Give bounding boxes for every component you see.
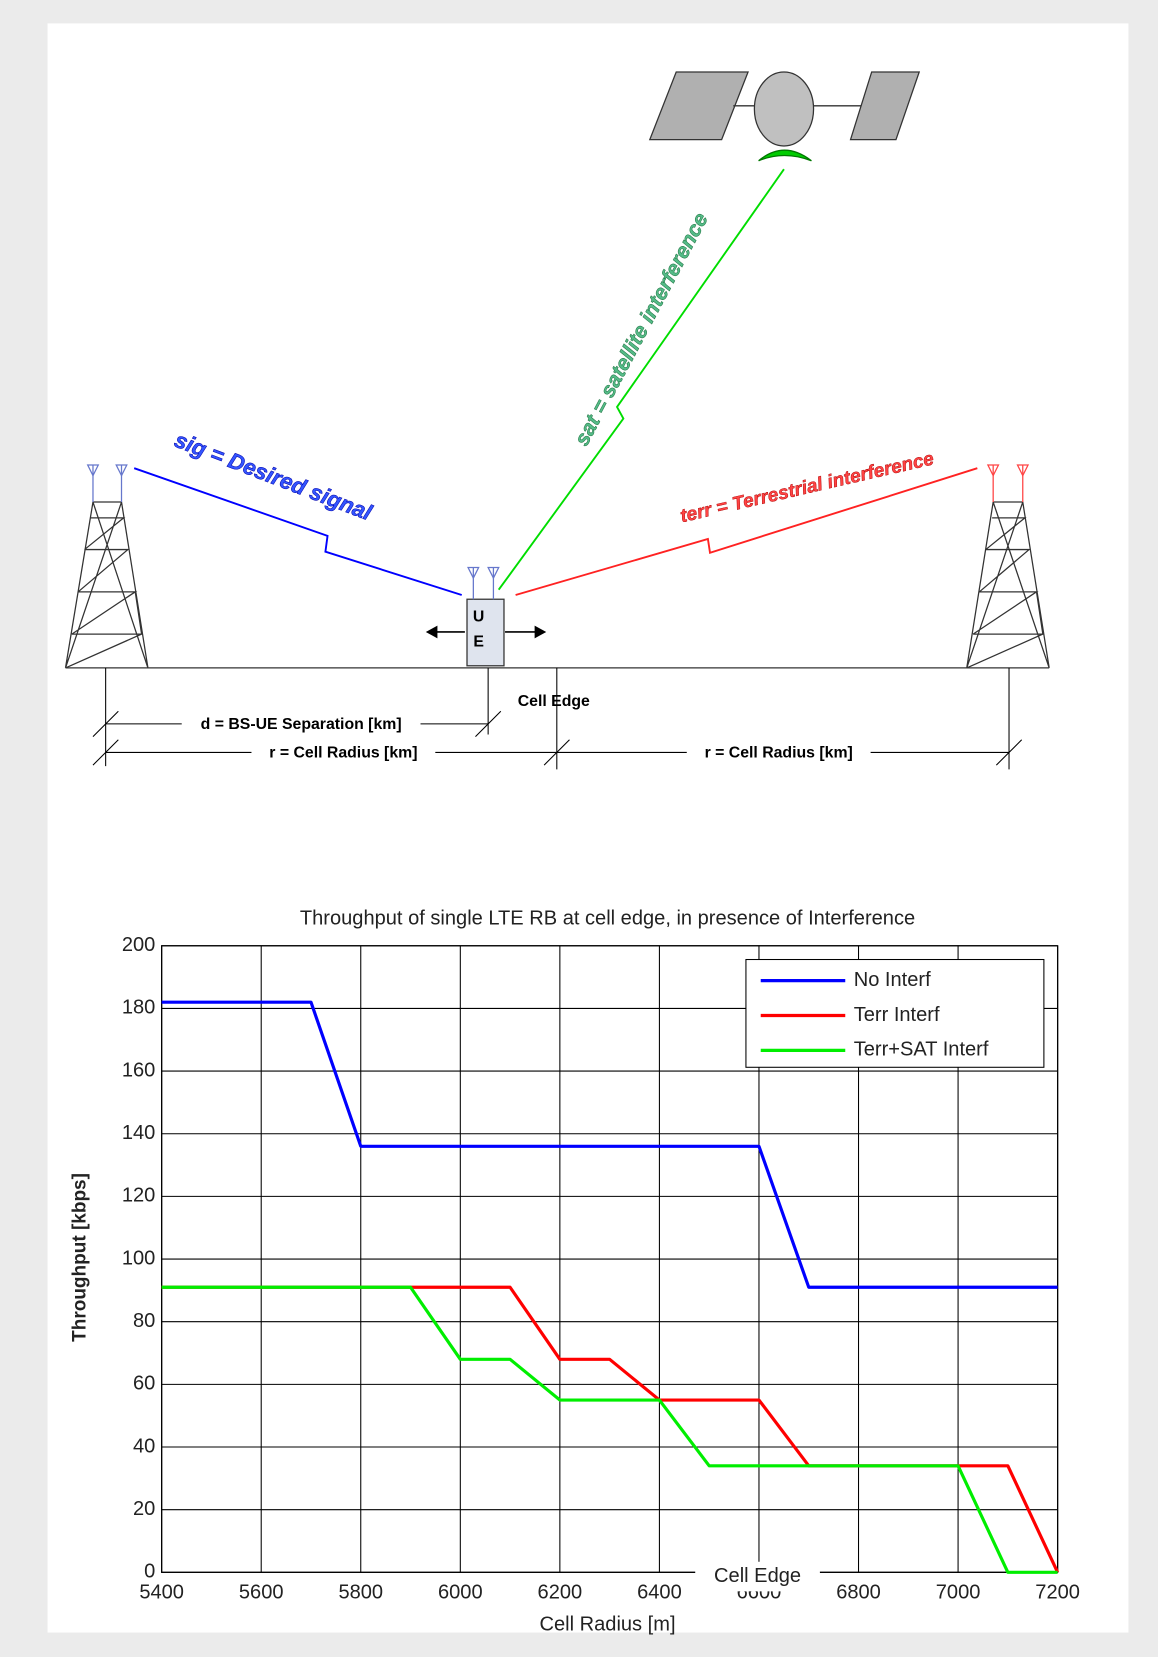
page: d = BS-UE Separation [km] r = Cell Radiu… <box>0 0 1158 1657</box>
legend-label: Terr+SAT Interf <box>854 1039 989 1061</box>
x-tick-label: 7200 <box>1035 1582 1080 1604</box>
y-tick-label: 0 <box>144 1561 155 1583</box>
y-tick-label: 200 <box>122 934 155 956</box>
y-tick-label: 180 <box>122 997 155 1019</box>
x-tick-label: 7000 <box>936 1582 981 1604</box>
y-tick-label: 60 <box>133 1373 155 1395</box>
y-tick-label: 100 <box>122 1247 155 1269</box>
y-tick-label: 80 <box>133 1310 155 1332</box>
r-label: r = Cell Radius [km] <box>705 745 853 762</box>
chart-title: Throughput of single LTE RB at cell edge… <box>300 908 915 930</box>
ue-label: E <box>473 634 484 651</box>
r-label: r = Cell Radius [km] <box>269 745 417 762</box>
x-axis-label: Cell Radius [m] <box>540 1613 676 1635</box>
x-tick-label: 6400 <box>637 1582 682 1604</box>
legend-label: Terr Interf <box>854 1004 940 1026</box>
x-tick-label: 6200 <box>538 1582 583 1604</box>
y-tick-label: 160 <box>122 1059 155 1081</box>
y-axis-label: Throughput [kbps] <box>69 1173 90 1342</box>
y-tick-label: 120 <box>122 1185 155 1207</box>
x-tick-label: 6000 <box>438 1582 483 1604</box>
y-tick-label: 20 <box>133 1498 155 1520</box>
ue-label: U <box>473 608 484 625</box>
legend-label: No Interf <box>854 969 931 991</box>
cell-edge-label: Cell Edge <box>518 693 590 710</box>
x-tick-label: 6800 <box>836 1582 881 1604</box>
x-tick-label: 5600 <box>239 1582 284 1604</box>
x-tick-label: 5400 <box>139 1582 184 1604</box>
x-tick-label: 5800 <box>338 1582 383 1604</box>
y-tick-label: 140 <box>122 1122 155 1144</box>
annotation: Cell Edge <box>714 1565 801 1587</box>
d-label: d = BS-UE Separation [km] <box>201 716 402 733</box>
y-tick-label: 40 <box>133 1435 155 1457</box>
